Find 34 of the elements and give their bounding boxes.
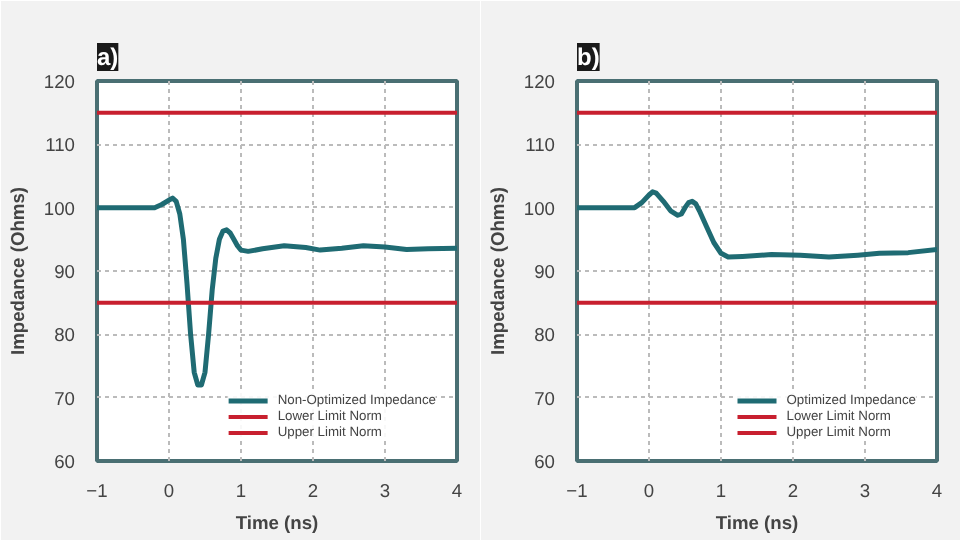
y-tick-label: 70 bbox=[54, 388, 76, 409]
chart-title: b) bbox=[577, 43, 600, 71]
x-tick-label: 1 bbox=[715, 481, 727, 501]
line-series bbox=[577, 189, 937, 260]
x-tick-label: 2 bbox=[787, 481, 799, 501]
y-tick-label: 60 bbox=[534, 452, 556, 472]
line-series bbox=[97, 195, 457, 388]
y-tick-label: 110 bbox=[45, 135, 76, 156]
y-tick-label: 120 bbox=[523, 72, 556, 92]
x-tick-label: 0 bbox=[163, 481, 175, 501]
y-tick-label: 60 bbox=[54, 452, 76, 472]
x-tick-label: 2 bbox=[307, 481, 319, 501]
y-tick-label: 90 bbox=[54, 262, 76, 282]
x-tick-label: 0 bbox=[643, 481, 655, 501]
x-tick-label: 1 bbox=[235, 481, 247, 501]
x-tick-label: 3 bbox=[379, 481, 391, 501]
y-tick-label: 70 bbox=[534, 388, 556, 409]
y-tick-label: 110 bbox=[525, 135, 556, 156]
x-tick-label: 4 bbox=[451, 481, 463, 501]
x-axis-title: Time (ns) bbox=[235, 513, 319, 533]
y-axis-title: Impedance (Ohms) bbox=[487, 187, 508, 355]
x-tick-label: −1 bbox=[566, 481, 588, 501]
y-tick-label: 80 bbox=[54, 325, 76, 346]
y-tick-label: 100 bbox=[43, 198, 76, 219]
y-axis-title: Impedance (Ohms) bbox=[7, 187, 28, 355]
y-tick-label: 120 bbox=[43, 72, 76, 92]
y-tick-label: 100 bbox=[523, 198, 556, 219]
y-tick-label: 90 bbox=[534, 262, 556, 282]
x-axis-title: Time (ns) bbox=[715, 513, 799, 533]
chart-title: a) bbox=[97, 43, 119, 71]
x-tick-label: 4 bbox=[931, 481, 943, 501]
x-tick-label: −1 bbox=[86, 481, 108, 501]
x-tick-label: 3 bbox=[859, 481, 871, 501]
y-tick-label: 80 bbox=[534, 325, 556, 346]
